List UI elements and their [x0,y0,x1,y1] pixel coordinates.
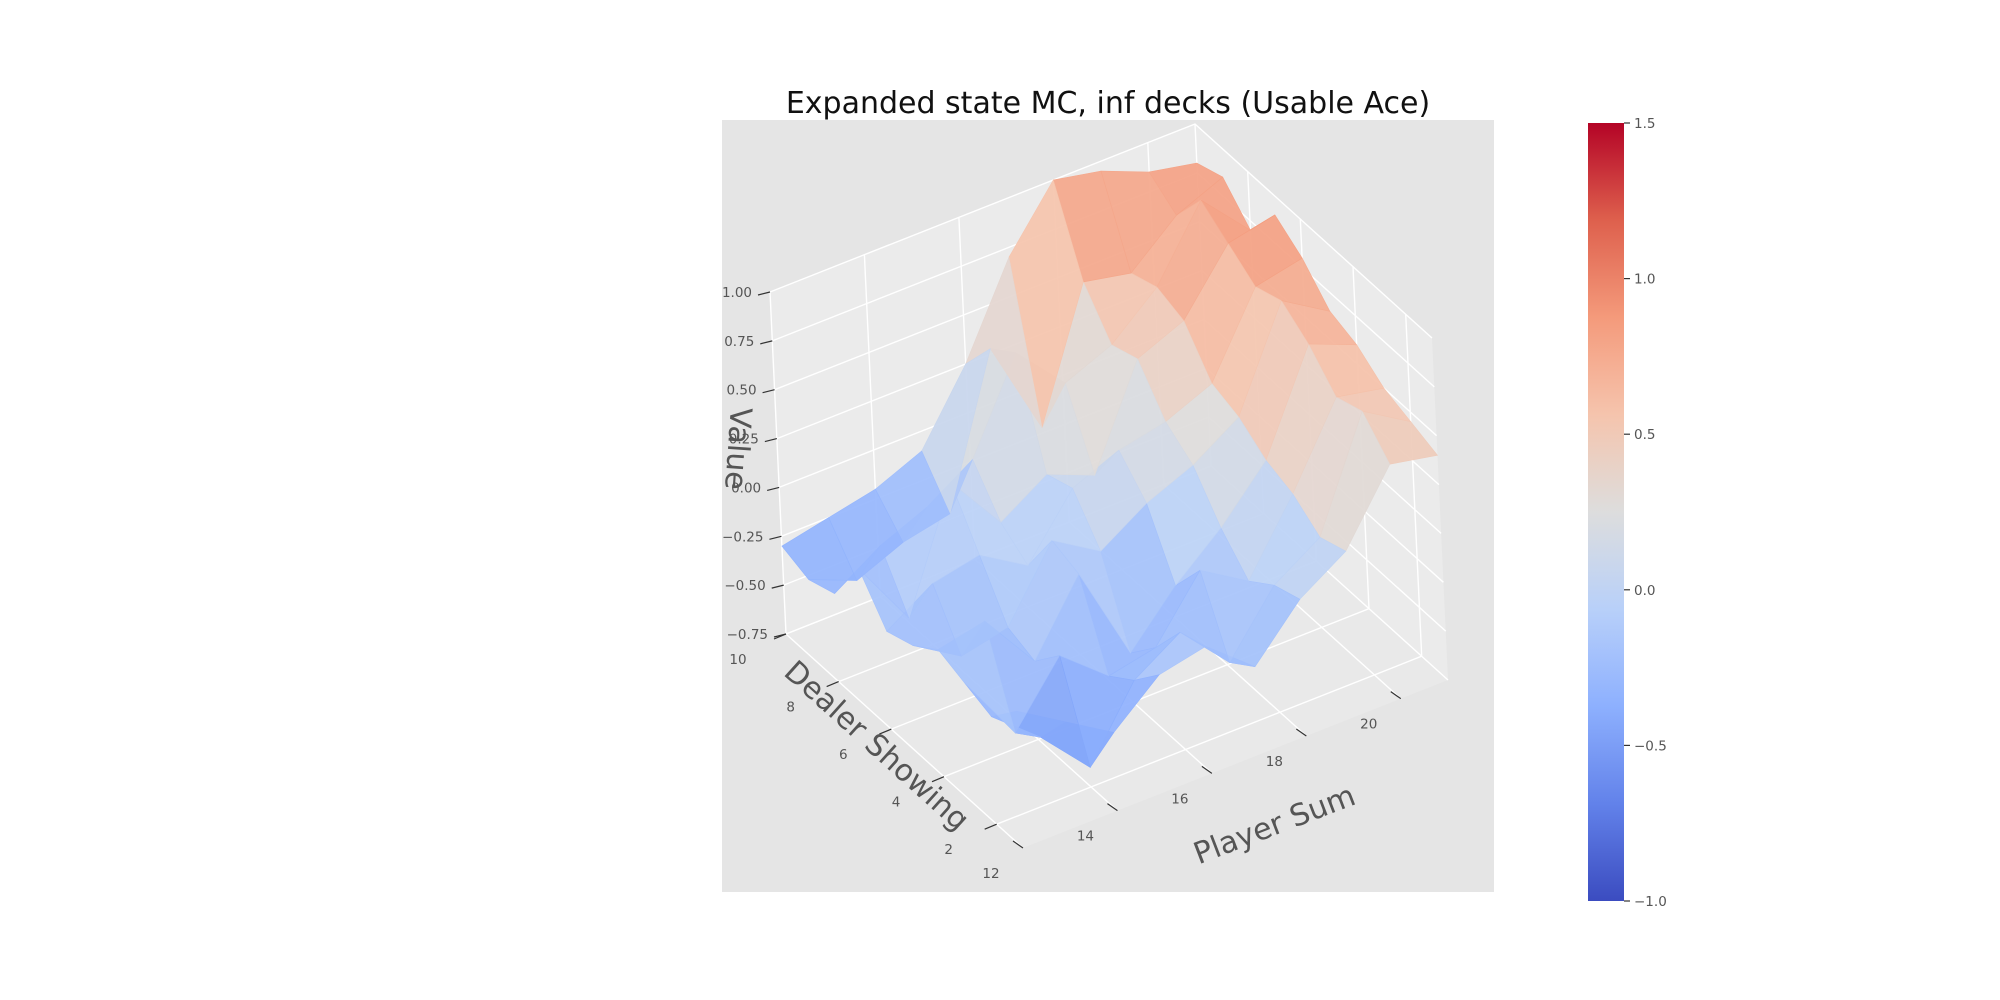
z-tick-mark [769,535,782,540]
x-tick-label: 20 [1360,717,1377,733]
z-tick-label: −0.25 [722,529,763,545]
x-tick-label: 14 [1077,829,1094,845]
x-tick-mark [1390,691,1402,700]
z-tick-mark [760,340,773,345]
colorbar-tick-label: −1.0 [1634,894,1667,910]
y-tick-label: 4 [892,795,901,811]
surface-facet [781,517,858,581]
colorbar-tick-label: 0.5 [1634,427,1655,443]
y-tick-label: 2 [944,842,953,858]
colorbar-bar [1588,123,1624,901]
y-tick-label: 6 [839,747,848,763]
z-tick-mark [762,389,775,394]
z-axis-label: Value [717,406,758,491]
z-tick-label: −0.50 [724,578,765,594]
surface [781,162,1439,769]
z-gridline [769,123,1433,339]
x-tick-mark [1201,765,1213,774]
colorbar: 1.5 1.0 0.5 0.0 −0.5 −1.0 [1588,116,1667,910]
colorbar-tick-label: 1.0 [1634,272,1655,288]
x-tick-label: 16 [1171,791,1188,807]
x-tick-label: 12 [982,866,999,882]
z-tick-label: 0.75 [724,334,754,350]
axes-3d: 12 14 16 18 20 2 4 6 8 10 −0.75 −0.50 −0.25 0.00 0.25 0… [717,123,1449,882]
chart-title: Expanded state MC, inf decks (Usable Ace… [786,86,1430,121]
x-tick-mark [1107,803,1118,812]
z-tick-label: 1.00 [722,285,752,301]
x-tick-label: 18 [1266,754,1283,770]
colorbar-tick-label: −0.5 [1634,738,1667,754]
z-tick-label: 0.00 [731,480,761,496]
z-tick-mark [766,486,780,492]
z-tick-label: 0.50 [727,383,757,399]
y-tick-label: 8 [786,700,795,716]
z-tick-mark [757,291,771,296]
x-tick-mark [1012,840,1024,849]
x-tick-mark [1295,728,1307,737]
colorbar-tick-label: 1.5 [1634,116,1655,132]
z-tick-label: 0.25 [729,432,759,448]
z-tick-mark [771,584,784,589]
y-tick-mark [931,776,945,783]
y-tick-mark [879,728,892,735]
y-tick-label: 10 [729,652,746,668]
colorbar-tick-label: 0.0 [1634,583,1655,599]
z-tick-mark [773,633,787,638]
y-tick-mark [984,823,997,830]
y-tick-mark [826,681,839,688]
z-tick-label: −0.75 [727,627,768,643]
z-tick-mark [764,437,778,443]
